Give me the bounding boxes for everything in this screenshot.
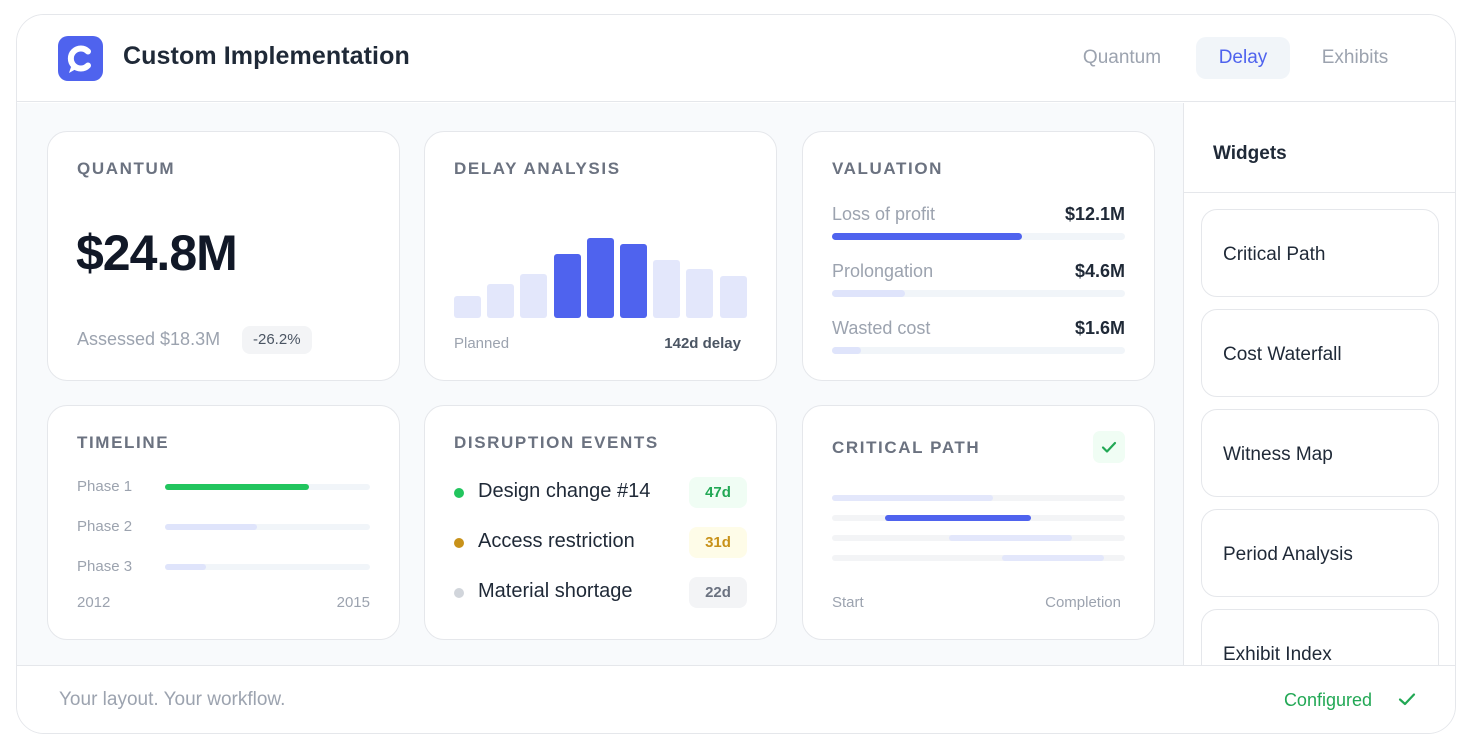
tagline: Your layout. Your workflow. xyxy=(59,689,286,710)
brand-c-logo-icon xyxy=(58,36,103,81)
valuation-fill xyxy=(832,347,862,354)
phase-fill xyxy=(165,564,206,570)
valuation-track xyxy=(832,290,1125,297)
valuation-label: Prolongation xyxy=(832,261,934,281)
delay-bar xyxy=(520,274,548,318)
widget-witness-map[interactable]: Witness Map xyxy=(1201,409,1439,497)
timeline-start-year: 2012 xyxy=(77,594,111,611)
widget-label: Critical Path xyxy=(1223,244,1326,265)
valuation-amount: $1.6M xyxy=(1074,318,1125,338)
sidebar-title: Widgets xyxy=(1213,143,1287,164)
completion-label: Completion xyxy=(1045,594,1121,611)
disruption-events-card[interactable]: DISRUPTION EVENTS Design change #14 47d … xyxy=(424,405,777,640)
quantum-card[interactable]: QUANTUM $24.8M Assessed $18.3M -26.2% xyxy=(47,131,400,381)
tab-quantum[interactable]: Quantum xyxy=(1082,47,1162,68)
card-title: DELAY ANALYSIS xyxy=(454,159,621,178)
delay-bar xyxy=(686,269,714,318)
widget-label: Witness Map xyxy=(1223,444,1333,465)
sidebar-header: Widgets xyxy=(1184,103,1455,193)
critical-path-segment xyxy=(884,515,1032,521)
valuation-fill xyxy=(832,290,906,297)
widget-label: Exhibit Index xyxy=(1223,644,1332,665)
critical-path-card[interactable]: CRITICAL PATH Start Completion xyxy=(802,405,1155,640)
widget-exhibit-index[interactable]: Exhibit Index xyxy=(1201,609,1439,665)
critical-path-track xyxy=(832,535,1125,541)
critical-path-track xyxy=(832,515,1125,521)
card-title: CRITICAL PATH xyxy=(832,438,981,457)
assessed-value: Assessed $18.3M xyxy=(77,329,221,349)
event-days-badge: 47d xyxy=(689,477,747,508)
status-dot-icon xyxy=(454,588,464,598)
critical-path-track xyxy=(832,555,1125,561)
delay-bar xyxy=(487,284,515,318)
quantum-value: $24.8M xyxy=(76,225,238,281)
delay-bar xyxy=(454,296,481,318)
header: Custom Implementation Quantum Delay Exhi… xyxy=(17,15,1455,102)
configured-status: Configured xyxy=(1283,690,1372,710)
critical-path-segment xyxy=(1001,555,1105,561)
delta-badge: -26.2% xyxy=(242,326,312,354)
footer: Your layout. Your workflow. Configured xyxy=(17,665,1455,733)
tab-delay[interactable]: Delay xyxy=(1196,37,1290,79)
phase-track xyxy=(165,524,370,530)
dashboard-area: QUANTUM $24.8M Assessed $18.3M -26.2% DE… xyxy=(17,103,1183,665)
delay-total-label: 142d delay xyxy=(664,335,741,352)
phase-track xyxy=(165,484,370,490)
phase-label: Phase 3 xyxy=(77,558,133,575)
timeline-end-year: 2015 xyxy=(336,594,370,611)
check-icon xyxy=(1093,431,1125,463)
widget-period-analysis[interactable]: Period Analysis xyxy=(1201,509,1439,597)
event-label: Design change #14 xyxy=(478,480,651,502)
delay-analysis-card[interactable]: DELAY ANALYSIS Planned 142d delay xyxy=(424,131,777,381)
phase-label: Phase 1 xyxy=(77,478,133,495)
app-title: Custom Implementation xyxy=(123,42,410,70)
critical-path-segment xyxy=(949,535,1073,541)
delay-bar xyxy=(719,276,747,318)
valuation-track xyxy=(832,347,1125,354)
phase-fill xyxy=(165,484,309,490)
critical-path-segment xyxy=(832,495,994,501)
widgets-sidebar: Widgets Critical Path Cost Waterfall Wit… xyxy=(1183,103,1455,665)
event-label: Material shortage xyxy=(478,580,633,602)
widget-cost-waterfall[interactable]: Cost Waterfall xyxy=(1201,309,1439,397)
phase-label: Phase 2 xyxy=(77,518,133,535)
widget-critical-path[interactable]: Critical Path xyxy=(1201,209,1439,297)
valuation-amount: $12.1M xyxy=(1064,204,1125,224)
planned-label: Planned xyxy=(454,335,510,352)
delay-bar xyxy=(586,238,614,318)
card-title: QUANTUM xyxy=(77,159,176,178)
phase-track xyxy=(165,564,370,570)
app-window: Custom Implementation Quantum Delay Exhi… xyxy=(16,14,1456,734)
check-icon xyxy=(1396,688,1418,715)
delay-bar xyxy=(620,244,647,318)
timeline-card[interactable]: TIMELINE Phase 1 Phase 2 Phase 3 2012 20… xyxy=(47,405,400,640)
event-days-badge: 22d xyxy=(689,577,747,608)
status-dot-icon xyxy=(454,488,464,498)
event-days-badge: 31d xyxy=(689,527,747,558)
valuation-label: Wasted cost xyxy=(832,318,931,338)
card-title: VALUATION xyxy=(832,159,944,178)
valuation-amount: $4.6M xyxy=(1074,261,1125,281)
card-title: DISRUPTION EVENTS xyxy=(454,433,659,452)
valuation-track xyxy=(832,233,1125,240)
delay-bar xyxy=(553,254,581,318)
status-dot-icon xyxy=(454,538,464,548)
tab-exhibits[interactable]: Exhibits xyxy=(1321,47,1389,68)
start-label: Start xyxy=(832,594,864,611)
widget-label: Cost Waterfall xyxy=(1223,344,1342,365)
widget-label: Period Analysis xyxy=(1223,544,1353,565)
valuation-fill xyxy=(832,233,1023,240)
valuation-label: Loss of profit xyxy=(832,204,936,224)
event-label: Access restriction xyxy=(478,530,635,552)
critical-path-track xyxy=(832,495,1125,501)
valuation-card[interactable]: VALUATION Loss of profit $12.1M Prolonga… xyxy=(802,131,1155,381)
card-title: TIMELINE xyxy=(77,433,170,452)
delay-bar xyxy=(653,260,681,318)
phase-fill xyxy=(165,524,258,530)
